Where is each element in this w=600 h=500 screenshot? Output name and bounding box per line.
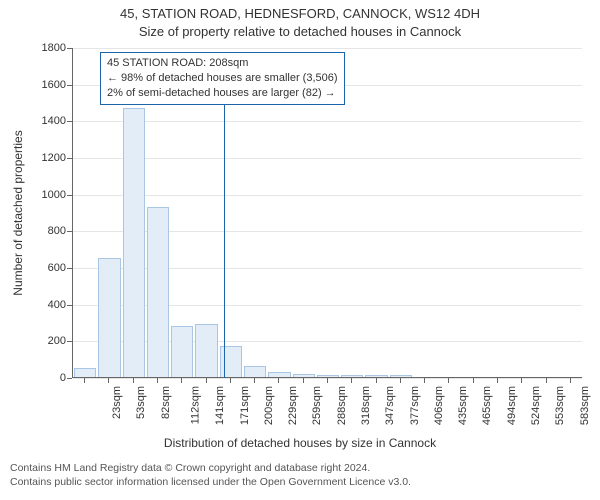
histogram-bar: [268, 372, 290, 378]
x-tick: [351, 378, 352, 383]
x-tick-label: 318sqm: [360, 386, 372, 425]
x-tick-label: 200sqm: [263, 386, 275, 425]
callout-box: 45 STATION ROAD: 208sqm← 98% of detached…: [100, 52, 345, 105]
y-tick: [67, 195, 72, 196]
y-tick-label: 1000: [42, 189, 66, 201]
x-tick: [473, 378, 474, 383]
x-tick-label: 229sqm: [287, 386, 299, 425]
x-tick: [376, 378, 377, 383]
y-tick-label: 1600: [42, 79, 66, 91]
y-gridline: [73, 158, 582, 159]
x-tick: [254, 378, 255, 383]
x-tick: [521, 378, 522, 383]
histogram-bar: [74, 368, 96, 377]
x-tick: [84, 378, 85, 383]
callout-line-text: 45 STATION ROAD: 208sqm: [107, 56, 338, 71]
y-tick: [67, 231, 72, 232]
license-footer: Contains HM Land Registry data © Crown c…: [10, 462, 411, 489]
footer-line: Contains public sector information licen…: [10, 476, 411, 490]
x-tick: [424, 378, 425, 383]
chart-container: 45, STATION ROAD, HEDNESFORD, CANNOCK, W…: [0, 0, 600, 500]
x-tick-label: 141sqm: [214, 386, 226, 425]
x-tick-label: 82sqm: [160, 386, 172, 419]
histogram-bar: [341, 375, 363, 377]
y-tick-label: 800: [48, 225, 66, 237]
histogram-bar: [244, 366, 266, 377]
x-tick-label: 524sqm: [530, 386, 542, 425]
x-axis-title: Distribution of detached houses by size …: [0, 436, 600, 450]
x-tick-label: 377sqm: [409, 386, 421, 425]
y-tick: [67, 268, 72, 269]
histogram-bar: [390, 375, 412, 377]
y-tick: [67, 121, 72, 122]
x-tick: [230, 378, 231, 383]
y-gridline: [73, 121, 582, 122]
x-tick-label: 112sqm: [189, 386, 201, 424]
y-gridline: [73, 195, 582, 196]
y-gridline: [73, 48, 582, 49]
y-tick: [67, 378, 72, 379]
y-tick-label: 600: [48, 262, 66, 274]
y-tick-label: 1400: [42, 115, 66, 127]
x-tick: [448, 378, 449, 383]
x-tick: [497, 378, 498, 383]
chart-subtitle: Size of property relative to detached ho…: [0, 24, 600, 39]
histogram-bar: [293, 374, 315, 377]
x-tick-label: 288sqm: [336, 386, 348, 425]
y-tick-label: 1200: [42, 152, 66, 164]
histogram-bar: [195, 324, 217, 377]
y-tick-label: 0: [60, 372, 66, 384]
x-tick: [181, 378, 182, 383]
x-tick: [327, 378, 328, 383]
histogram-bar: [123, 108, 145, 378]
x-tick: [206, 378, 207, 383]
x-tick-label: 406sqm: [433, 386, 445, 425]
footer-line: Contains HM Land Registry data © Crown c…: [10, 462, 411, 476]
histogram-bar: [365, 375, 387, 377]
x-tick: [133, 378, 134, 383]
x-tick-label: 465sqm: [482, 386, 494, 425]
x-tick-label: 259sqm: [312, 386, 324, 425]
x-tick: [400, 378, 401, 383]
x-tick-label: 494sqm: [506, 386, 518, 425]
x-tick-label: 23sqm: [111, 386, 123, 419]
x-tick: [570, 378, 571, 383]
x-tick-label: 583sqm: [579, 386, 591, 425]
x-tick: [546, 378, 547, 383]
y-tick: [67, 85, 72, 86]
chart-title: 45, STATION ROAD, HEDNESFORD, CANNOCK, W…: [0, 6, 600, 21]
x-tick-label: 53sqm: [135, 386, 147, 419]
callout-connector: [224, 101, 225, 378]
x-tick-label: 435sqm: [457, 386, 469, 425]
y-tick: [67, 48, 72, 49]
x-tick-label: 171sqm: [239, 386, 251, 425]
y-axis-title: Number of detached properties: [11, 130, 25, 295]
y-tick-label: 200: [48, 335, 66, 347]
callout-line-text: 2% of semi-detached houses are larger (8…: [107, 86, 338, 101]
x-tick-label: 553sqm: [554, 386, 566, 425]
x-tick: [278, 378, 279, 383]
y-tick-label: 400: [48, 299, 66, 311]
histogram-bar: [220, 346, 242, 377]
callout-line-text: ← 98% of detached houses are smaller (3,…: [107, 71, 338, 86]
y-tick: [67, 341, 72, 342]
histogram-bar: [98, 258, 120, 377]
x-tick-label: 347sqm: [384, 386, 396, 425]
y-tick-label: 1800: [42, 42, 66, 54]
histogram-bar: [317, 375, 339, 377]
x-tick: [303, 378, 304, 383]
x-tick: [108, 378, 109, 383]
histogram-bar: [171, 326, 193, 377]
histogram-bar: [147, 207, 169, 378]
y-tick: [67, 305, 72, 306]
x-tick: [157, 378, 158, 383]
y-tick: [67, 158, 72, 159]
